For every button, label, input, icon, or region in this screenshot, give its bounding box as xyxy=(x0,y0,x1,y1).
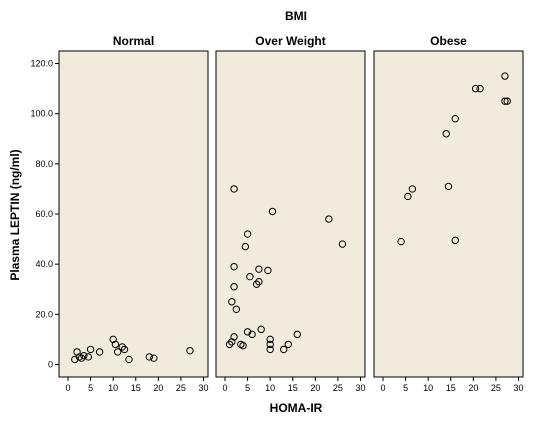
data-point xyxy=(230,262,238,271)
data-point xyxy=(476,84,484,93)
panel-area-normal xyxy=(58,50,209,378)
data-point xyxy=(338,240,347,248)
data-point xyxy=(293,330,301,339)
x-tick-label: 15 xyxy=(131,383,141,393)
data-point xyxy=(266,335,274,344)
x-tick-label: 20 xyxy=(153,383,163,393)
data-point xyxy=(248,330,256,339)
data-point xyxy=(471,84,480,93)
y-tick-label: 40.0 xyxy=(35,259,53,269)
panel-normal: Normal 0 5 10 15 20 25 30 xyxy=(58,34,209,393)
y-tick-label: 80.0 xyxy=(35,159,53,169)
data-point xyxy=(257,325,265,334)
data-point xyxy=(111,340,120,349)
data-point xyxy=(230,333,238,341)
data-point xyxy=(80,351,88,360)
chart-title: BMI xyxy=(285,9,307,23)
data-point xyxy=(451,236,459,245)
data-point xyxy=(444,182,453,191)
data-point xyxy=(397,237,405,246)
data-point xyxy=(232,305,241,313)
panel-title-obese: Obese xyxy=(430,34,467,48)
x-tick-label: 25 xyxy=(491,383,501,393)
data-point xyxy=(442,130,450,138)
x-tick-label: 30 xyxy=(198,383,208,393)
x-tick-label: 5 xyxy=(245,383,250,393)
x-tick-label: 30 xyxy=(355,383,365,393)
data-point xyxy=(501,72,509,80)
y-axis-label: Plasma LEPTIN (ng/ml) xyxy=(8,149,22,280)
data-point xyxy=(266,340,274,349)
data-point xyxy=(325,215,333,223)
data-point xyxy=(120,345,129,354)
data-point xyxy=(252,280,261,288)
x-tick-label: 20 xyxy=(468,383,478,393)
x-tick-label: 25 xyxy=(176,383,186,393)
x-axis-label: HOMA-IR xyxy=(270,401,323,415)
x-tick-label: 5 xyxy=(88,383,93,393)
y-tick-label: 0 xyxy=(48,359,53,369)
data-point xyxy=(150,354,158,362)
panel-over-weight: Over Weight 0 5 10 15 20 25 30 xyxy=(215,34,366,393)
data-point xyxy=(255,278,263,286)
data-point xyxy=(266,345,274,354)
data-point xyxy=(118,343,126,351)
x-tick-label: 15 xyxy=(288,383,298,393)
x-tick-label: 5 xyxy=(403,383,408,393)
data-point xyxy=(264,266,272,275)
data-point xyxy=(95,348,104,356)
x-tick-label: 30 xyxy=(513,383,523,393)
panel-obese: Obese 0 5 10 15 20 25 30 xyxy=(373,34,524,393)
x-tick-label: 25 xyxy=(333,383,343,393)
data-point xyxy=(280,345,288,354)
panel-title-over-weight: Over Weight xyxy=(255,34,325,48)
data-point xyxy=(230,283,238,291)
data-point xyxy=(284,340,292,349)
x-tick-label: 10 xyxy=(108,383,118,393)
y-tick-label: 120.0 xyxy=(30,59,53,69)
y-tick-label: 100.0 xyxy=(30,109,53,119)
data-point xyxy=(268,207,277,216)
panel-area-obese xyxy=(373,50,524,378)
data-point xyxy=(243,230,252,238)
data-point xyxy=(186,346,194,355)
data-point xyxy=(408,185,417,193)
data-point xyxy=(84,353,93,361)
x-tick-label: 10 xyxy=(423,383,433,393)
data-point xyxy=(503,97,511,105)
data-point xyxy=(246,272,254,281)
data-point xyxy=(255,265,263,273)
panel-title-normal: Normal xyxy=(113,34,154,48)
x-tick-label: 0 xyxy=(381,383,386,393)
y-tick-label: 20.0 xyxy=(35,309,53,319)
data-point xyxy=(241,242,250,251)
data-point xyxy=(113,348,122,356)
x-tick-label: 0 xyxy=(223,383,228,393)
y-tick-label: 60.0 xyxy=(35,209,53,219)
data-point xyxy=(228,298,236,306)
panels-group: Normal 0 5 10 15 20 25 30 Over Weight 0 5 10 15 20 25 3… xyxy=(30,34,524,393)
data-point xyxy=(145,353,154,361)
data-point xyxy=(125,355,133,364)
data-point xyxy=(77,354,86,362)
panel-area-over-weight xyxy=(215,50,366,378)
data-point xyxy=(86,345,95,354)
x-tick-label: 0 xyxy=(66,383,71,393)
data-point xyxy=(501,97,509,105)
y-axis: 0 20.0 40.0 60.0 80.0 100.0 120.0 xyxy=(30,59,59,369)
x-tick-label: 15 xyxy=(446,383,456,393)
data-point xyxy=(451,115,459,123)
data-point xyxy=(225,340,234,349)
data-point xyxy=(239,341,247,350)
data-point xyxy=(404,192,412,201)
data-point xyxy=(230,185,238,193)
x-tick-label: 10 xyxy=(265,383,275,393)
x-tick-label: 20 xyxy=(310,383,320,393)
